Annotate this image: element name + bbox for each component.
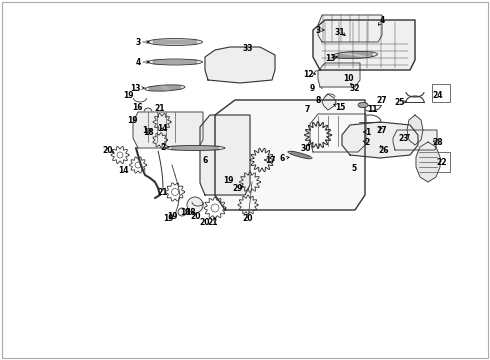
Text: 27: 27 [377, 126, 387, 135]
Ellipse shape [147, 59, 202, 65]
Polygon shape [322, 94, 336, 110]
Ellipse shape [147, 39, 202, 45]
Text: 3: 3 [316, 26, 320, 35]
Polygon shape [215, 100, 365, 210]
Text: 30: 30 [301, 144, 311, 153]
Text: 14: 14 [157, 123, 167, 132]
Circle shape [211, 56, 229, 74]
Circle shape [187, 197, 203, 213]
Ellipse shape [333, 51, 377, 59]
Text: 23: 23 [399, 134, 409, 143]
Text: 11: 11 [367, 104, 377, 113]
Text: 31: 31 [335, 27, 345, 36]
Polygon shape [407, 115, 423, 145]
Text: 21: 21 [155, 104, 165, 112]
Circle shape [140, 117, 150, 127]
Text: 19: 19 [163, 213, 173, 222]
Circle shape [251, 56, 269, 74]
Ellipse shape [145, 85, 185, 91]
Text: 18: 18 [180, 207, 190, 216]
Text: 22: 22 [437, 158, 447, 166]
Text: 19: 19 [127, 116, 137, 125]
Circle shape [337, 76, 340, 78]
Circle shape [351, 133, 365, 147]
Text: 7: 7 [304, 104, 310, 113]
Text: 13: 13 [130, 84, 140, 93]
Polygon shape [313, 20, 415, 70]
Text: 20: 20 [191, 212, 201, 220]
Text: 14: 14 [118, 166, 128, 175]
Text: 17: 17 [265, 156, 275, 165]
Text: 19: 19 [223, 176, 233, 185]
Text: 20: 20 [200, 217, 210, 226]
Text: 13: 13 [325, 54, 335, 63]
Text: 1: 1 [366, 127, 370, 136]
Ellipse shape [165, 145, 225, 150]
Polygon shape [318, 63, 360, 87]
Circle shape [233, 173, 243, 183]
Polygon shape [342, 122, 418, 158]
Polygon shape [393, 130, 437, 150]
Text: 4: 4 [379, 15, 385, 24]
Polygon shape [200, 115, 250, 195]
Text: 15: 15 [335, 103, 345, 112]
Text: 24: 24 [433, 90, 443, 99]
Circle shape [178, 208, 186, 216]
Text: 1: 1 [143, 126, 147, 135]
Text: 8: 8 [315, 95, 320, 104]
Text: 9: 9 [309, 84, 315, 93]
Text: 10: 10 [343, 73, 353, 82]
Text: 28: 28 [433, 138, 443, 147]
Text: 21: 21 [158, 188, 168, 197]
Polygon shape [205, 47, 275, 83]
Text: 32: 32 [350, 84, 360, 93]
Text: 29: 29 [233, 184, 243, 193]
Circle shape [144, 108, 152, 116]
Polygon shape [416, 142, 440, 182]
Text: 6: 6 [279, 153, 285, 162]
Text: 6: 6 [202, 156, 208, 165]
Text: 19: 19 [123, 90, 133, 99]
Circle shape [260, 130, 290, 160]
Text: 16: 16 [132, 103, 142, 112]
Circle shape [314, 104, 322, 112]
Text: 18: 18 [185, 207, 196, 216]
Polygon shape [318, 15, 382, 42]
Circle shape [387, 133, 401, 147]
Text: 5: 5 [351, 163, 357, 172]
Text: 18: 18 [143, 127, 153, 136]
Text: 2: 2 [365, 138, 369, 147]
Circle shape [300, 130, 330, 160]
Text: 3: 3 [135, 37, 141, 46]
Text: 20: 20 [243, 213, 253, 222]
Text: 2: 2 [160, 143, 166, 152]
Ellipse shape [358, 103, 368, 108]
Text: 4: 4 [135, 58, 141, 67]
Circle shape [240, 130, 270, 160]
Text: 27: 27 [377, 95, 387, 104]
Text: 21: 21 [208, 217, 218, 226]
Text: 12: 12 [303, 69, 313, 78]
Text: 19: 19 [167, 212, 177, 220]
Polygon shape [133, 112, 203, 148]
Circle shape [231, 56, 249, 74]
Circle shape [280, 130, 310, 160]
Text: 25: 25 [395, 98, 405, 107]
Bar [432, 152, 450, 172]
Text: 33: 33 [243, 44, 253, 53]
Bar [432, 84, 450, 102]
Text: 26: 26 [379, 145, 389, 154]
Circle shape [369, 133, 383, 147]
Text: 20: 20 [103, 145, 113, 154]
Ellipse shape [288, 151, 312, 159]
Polygon shape [310, 114, 366, 152]
